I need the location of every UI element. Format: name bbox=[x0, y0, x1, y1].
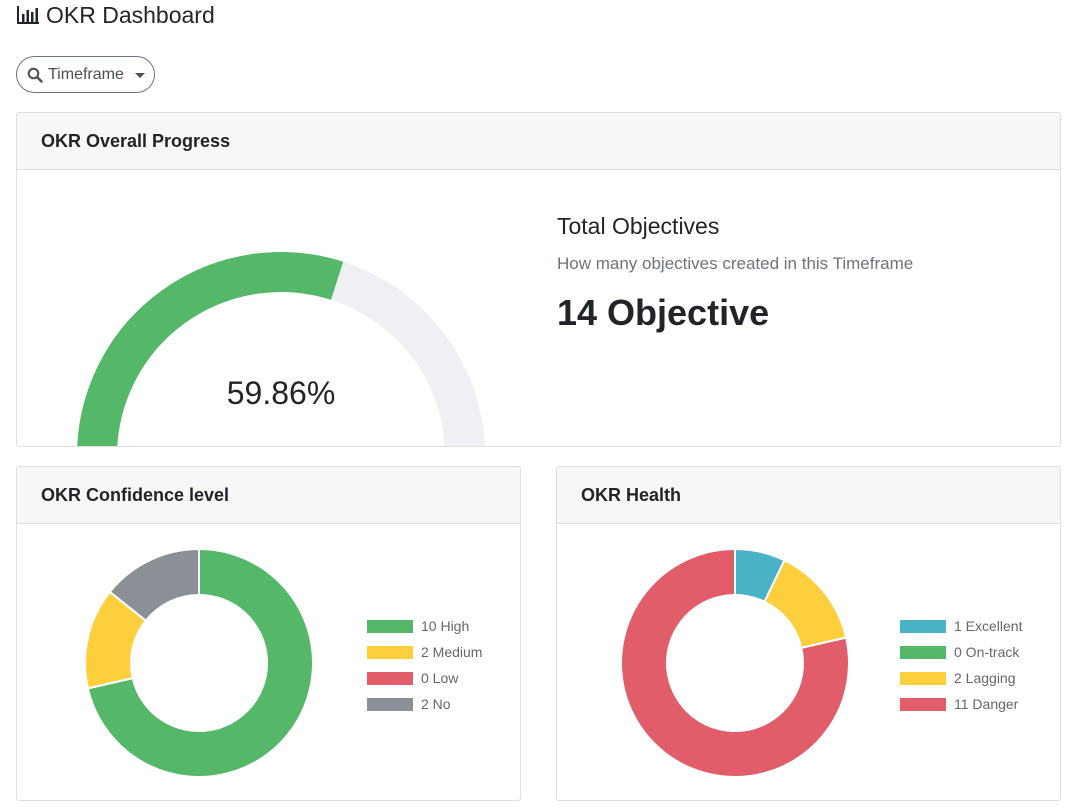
total-objectives-value: 14 Objective bbox=[557, 292, 770, 333]
health-card: OKR Health 1 Excellent 0 On-track 2 Lagg… bbox=[556, 466, 1061, 801]
gauge-fill bbox=[77, 252, 344, 446]
legend-label: 0 Low bbox=[421, 670, 459, 686]
legend-item-excellent[interactable]: 1 Excellent bbox=[900, 613, 1022, 639]
bar-chart-icon bbox=[17, 6, 39, 24]
gauge-percent-label: 59.86% bbox=[226, 375, 336, 411]
legend-swatch bbox=[367, 697, 413, 711]
legend-item-lagging[interactable]: 2 Lagging bbox=[900, 665, 1022, 691]
legend-item-high[interactable]: 10 High bbox=[367, 613, 482, 639]
legend-item-low[interactable]: 0 Low bbox=[367, 665, 482, 691]
health-donut-chart bbox=[620, 547, 850, 778]
legend-item-danger[interactable]: 11 Danger bbox=[900, 691, 1022, 717]
legend-swatch bbox=[367, 671, 413, 685]
legend-label: 11 Danger bbox=[954, 696, 1019, 712]
timeframe-filter-label: Timeframe bbox=[48, 65, 124, 83]
legend-item-medium[interactable]: 2 Medium bbox=[367, 639, 482, 665]
legend-swatch bbox=[367, 619, 413, 633]
legend-swatch bbox=[900, 671, 946, 685]
legend-item-on-track[interactable]: 0 On-track bbox=[900, 639, 1022, 665]
legend-label: 10 High bbox=[421, 618, 470, 634]
legend-swatch bbox=[900, 619, 946, 633]
overall-progress-card: OKR Overall Progress 59.86% Total Object… bbox=[16, 112, 1061, 447]
caret-down-icon bbox=[134, 72, 145, 78]
legend-label: 2 Lagging bbox=[954, 670, 1016, 686]
timeframe-filter-button[interactable]: Timeframe bbox=[16, 56, 155, 93]
progress-gauge bbox=[77, 252, 485, 446]
confidence-legend: 10 High 2 Medium 0 Low 2 No bbox=[367, 613, 482, 717]
health-slice-11-danger[interactable] bbox=[620, 547, 850, 778]
page-title: OKR Dashboard bbox=[46, 2, 215, 28]
confidence-level-card-title: OKR Confidence level bbox=[17, 467, 520, 524]
legend-label: 1 Excellent bbox=[954, 618, 1023, 634]
health-legend: 1 Excellent 0 On-track 2 Lagging 11 Dang… bbox=[900, 613, 1022, 717]
legend-swatch bbox=[900, 697, 946, 711]
page-header: OKR Dashboard bbox=[16, 2, 215, 28]
legend-item-no[interactable]: 2 No bbox=[367, 691, 482, 717]
confidence-slice-2-no[interactable] bbox=[108, 547, 200, 623]
total-objectives-title: Total Objectives bbox=[557, 213, 720, 239]
confidence-donut-chart bbox=[84, 547, 314, 778]
legend-swatch bbox=[367, 645, 413, 659]
total-objectives-description: How many objectives created in this Time… bbox=[557, 254, 914, 273]
legend-label: 2 Medium bbox=[421, 644, 483, 660]
legend-label: 0 On-track bbox=[954, 644, 1020, 660]
legend-swatch bbox=[900, 645, 946, 659]
overall-progress-card-title: OKR Overall Progress bbox=[17, 113, 1060, 170]
health-card-title: OKR Health bbox=[557, 467, 1060, 524]
confidence-slice-10-high[interactable] bbox=[86, 547, 314, 778]
confidence-level-card: OKR Confidence level 10 High 2 Medium 0 … bbox=[16, 466, 521, 801]
search-icon bbox=[27, 67, 43, 83]
total-objectives-stat: Total Objectives How many objectives cre… bbox=[557, 213, 1037, 334]
legend-label: 2 No bbox=[421, 696, 451, 712]
